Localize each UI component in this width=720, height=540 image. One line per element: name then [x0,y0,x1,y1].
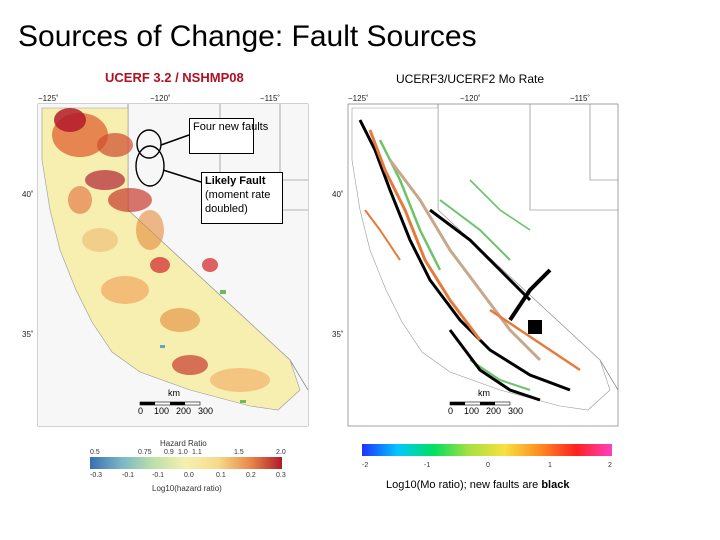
hazard-ratio-legend: Hazard Ratio 0.5 0.75 0.9 1.0 1.1 1.5 2.… [60,437,290,497]
hazard-top-tick-5: 1.5 [234,449,244,456]
mo-ratio-caption-text: Log10(Mo ratio); new faults are [386,479,542,491]
mo-tick-4: 2 [608,462,612,469]
right-scale-tick-0: 0 [448,406,454,416]
mo-ratio-colorbar [362,444,612,456]
callout-likely-fault-lead: Likely Fault [205,175,266,187]
left-lon-tick-2: −120˚ [150,94,171,103]
hazard-bottom-tick-0: -0.3 [90,472,103,479]
hazard-ratio-colorbar [90,457,282,469]
right-lat-tick-1: 40˚ [332,190,344,199]
hazard-bottom-tick-5: 0.2 [246,472,256,479]
left-lat-tick-2: 35˚ [22,330,34,339]
left-scale-tick-300: 300 [198,406,214,416]
hazard-ratio-map: −125˚ −120˚ −115˚ 40˚ 35˚ km 0 100 200 3… [20,90,320,435]
hazard-bottom-tick-6: 0.3 [276,472,286,479]
moment-rate-ratio-map: −125˚ −120˚ −115˚ 40˚ 35˚ km 0 100 200 3… [330,90,630,435]
mo-ratio-legend: -2 -1 0 1 2 [360,444,615,494]
hazard-top-tick-0: 0.5 [90,449,100,456]
hazard-top-tick-4: 1.1 [192,449,202,456]
mo-tick-1: -1 [424,462,431,469]
callout-likely-fault-detail: (moment rate doubled) [205,189,271,215]
left-scale-unit: km [168,388,180,398]
mo-tick-3: 1 [548,462,552,469]
left-map-title: UCERF 3.2 / NSHMP08 [105,70,244,85]
right-scale-tick-300: 300 [508,406,524,416]
mo-ratio-caption: Log10(Mo ratio); new faults are black [386,479,569,491]
right-scale-unit: km [478,388,490,398]
hazard-legend-title: Hazard Ratio [160,439,207,448]
left-scale-tick-200: 200 [176,406,192,416]
callout-four-new-faults-text: Four new faults [193,121,269,133]
right-lon-tick-3: −115˚ [570,94,591,103]
right-scale-tick-200: 200 [486,406,502,416]
mo-tick-0: -2 [362,462,369,469]
slide-title: Sources of Change: Fault Sources [18,20,477,53]
left-lat-tick-1: 40˚ [22,190,34,199]
hazard-bottom-tick-4: 0.1 [216,472,226,479]
right-lat-tick-2: 35˚ [332,330,344,339]
left-lon-tick-3: −115˚ [260,94,281,103]
callout-four-new-faults: Four new faults [189,118,268,154]
left-scale-tick-0: 0 [138,406,144,416]
right-lon-tick-1: −125˚ [348,94,369,103]
hazard-top-tick-1: 0.75 [138,449,152,456]
left-scale-tick-100: 100 [154,406,170,416]
hazard-legend-axis: Log10(hazard ratio) [152,484,222,493]
left-lon-tick-1: −125˚ [38,94,59,103]
hazard-bottom-tick-2: -0.1 [152,472,165,479]
right-map-title: UCERF3/UCERF2 Mo Rate [396,72,545,86]
hazard-bottom-tick-1: -0.1 [122,472,135,479]
right-lon-tick-2: −120˚ [460,94,481,103]
right-scale-tick-100: 100 [464,406,480,416]
hazard-top-tick-2: 0.9 [164,449,174,456]
callout-likely-fault: Likely Fault (moment rate doubled) [201,172,283,224]
hazard-bottom-tick-3: 0.0 [184,472,194,479]
mo-ratio-caption-bold: black [541,479,570,491]
hazard-top-tick-3: 1.0 [178,449,188,456]
mo-tick-2: 0 [486,462,490,469]
hazard-top-tick-6: 2.0 [276,449,286,456]
